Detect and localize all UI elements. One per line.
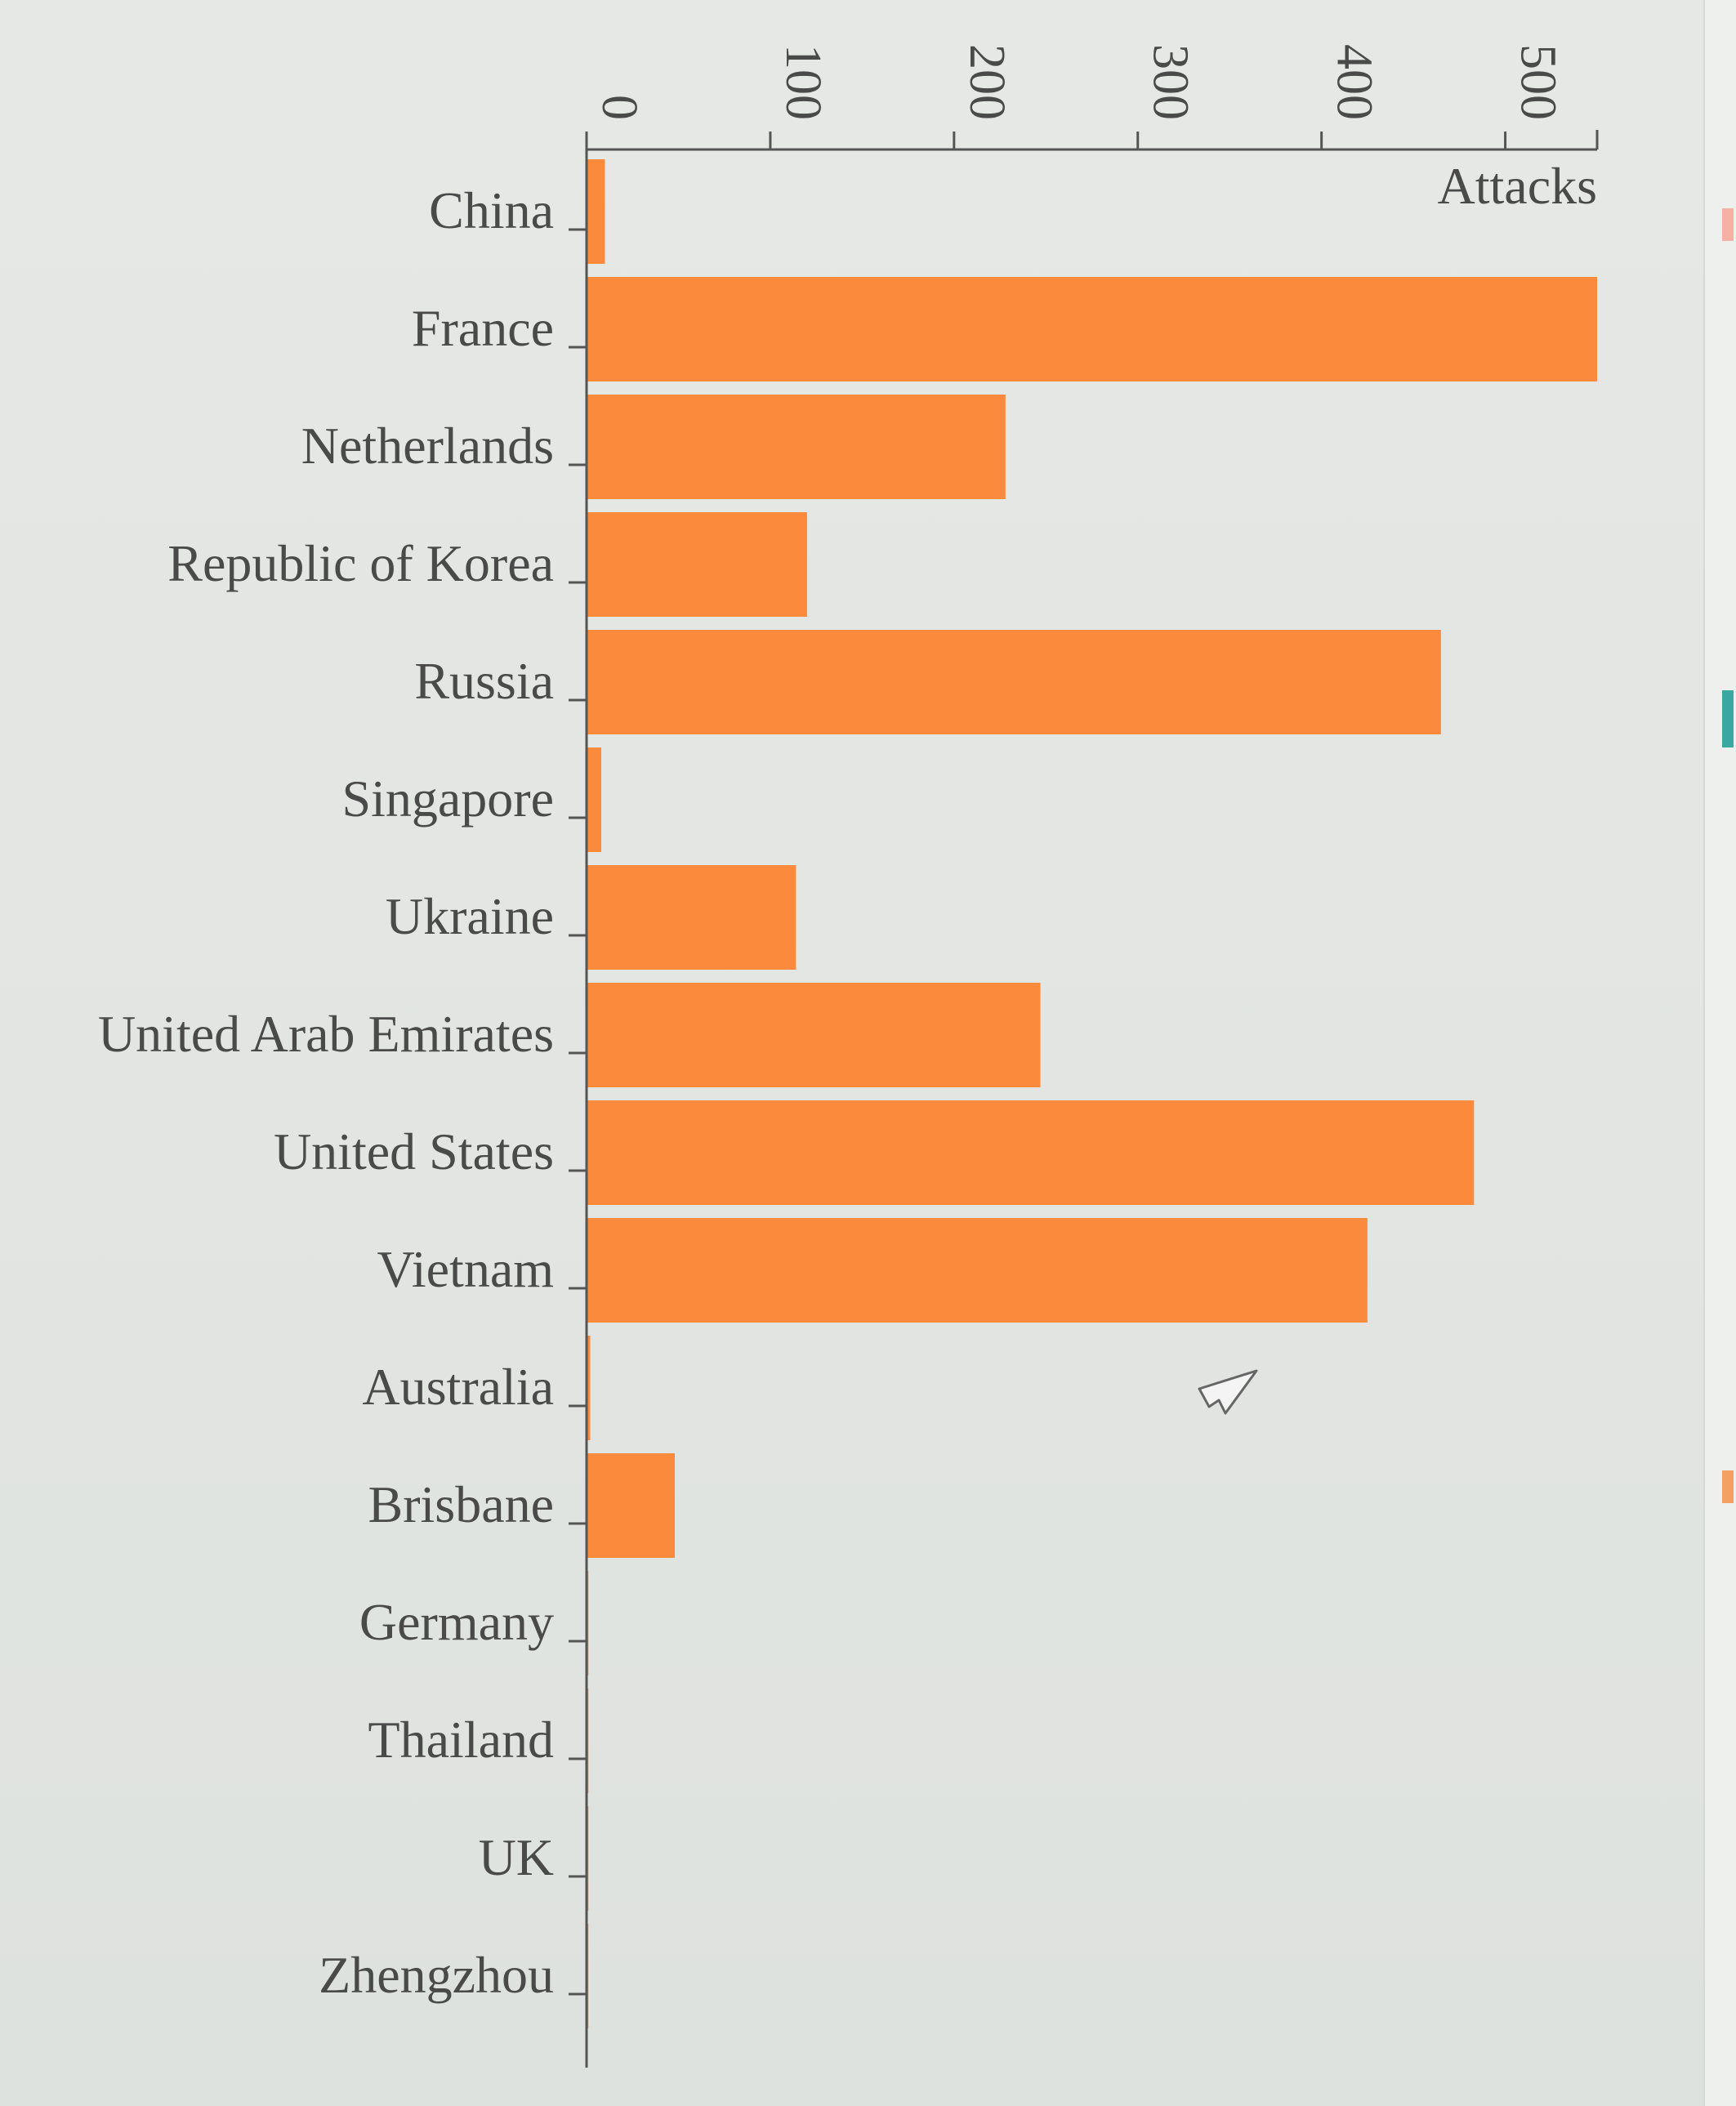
edge-accent-red: [1722, 208, 1734, 241]
x-tick-label-100: 100: [775, 44, 831, 120]
bar-france: [587, 277, 1597, 381]
category-label: Russia: [414, 652, 554, 710]
category-label: China: [429, 181, 554, 239]
axes: [569, 130, 1599, 2068]
category-label: Netherlands: [301, 417, 554, 475]
bars-layer: [587, 159, 1597, 2028]
bar-netherlands: [587, 395, 1006, 499]
x-tick-label-200: 200: [959, 44, 1015, 120]
x-tick-label-0: 0: [591, 95, 647, 120]
edge-accent-orange: [1722, 1470, 1734, 1503]
bar-australia: [587, 1336, 591, 1440]
category-label: Republic of Korea: [167, 534, 554, 592]
x-axis-title: Attacks: [1438, 157, 1598, 215]
x-tick-label-500: 500: [1511, 44, 1566, 120]
x-tick-label-300: 300: [1143, 44, 1198, 120]
category-label: United States: [274, 1122, 554, 1180]
labels: 0 100 200 300 400 500 China France Netherlands Re…: [98, 44, 1597, 2004]
bar-united-arab-emirates: [587, 983, 1041, 1087]
category-label: France: [412, 299, 554, 357]
window-edge: [1703, 0, 1736, 2106]
category-label: Vietnam: [377, 1240, 554, 1298]
edge-accent-teal: [1722, 690, 1734, 747]
category-label: Thailand: [368, 1711, 554, 1769]
category-label: Zhengzhou: [319, 1946, 554, 2004]
bar-republic-of-korea: [587, 512, 807, 617]
category-label: Ukraine: [386, 887, 554, 945]
bar-vietnam: [587, 1218, 1368, 1323]
bar-brisbane: [587, 1453, 675, 1558]
bar-united-states: [587, 1100, 1475, 1205]
bar-ukraine: [587, 865, 797, 970]
category-label: Australia: [362, 1358, 554, 1416]
bar-china: [587, 159, 605, 264]
bar-russia: [587, 630, 1441, 734]
category-label: Germany: [359, 1593, 554, 1651]
category-label: United Arab Emirates: [98, 1005, 554, 1063]
category-label: Brisbane: [368, 1475, 555, 1533]
bar-singapore: [587, 747, 601, 852]
x-tick-label-400: 400: [1327, 44, 1382, 120]
category-label: Singapore: [342, 770, 555, 828]
mouse-cursor-icon: [1198, 1369, 1258, 1415]
category-label: UK: [479, 1828, 554, 1886]
